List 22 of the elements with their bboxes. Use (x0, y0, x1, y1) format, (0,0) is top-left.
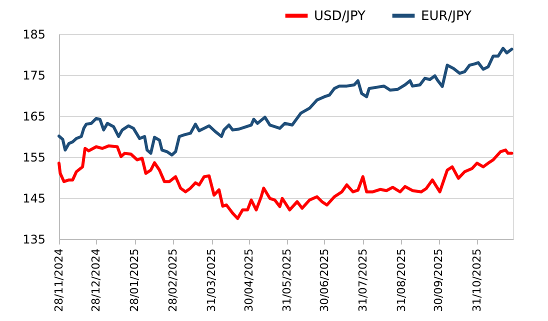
x-tick-label: 31/08/2025 (394, 248, 408, 312)
x-tick-label: 30/04/2025 (242, 248, 256, 312)
legend-label: USD/JPY (314, 8, 366, 24)
y-tick-label: 175 (22, 68, 46, 82)
x-tick-label: 30/06/2025 (318, 248, 331, 312)
x-tick-label: 30/09/2025 (432, 248, 446, 312)
y-tick-label: 165 (22, 110, 46, 124)
x-tick-label: 31/03/2025 (205, 248, 218, 312)
x-tick-label: 31/07/2025 (356, 248, 370, 312)
legend-label: EUR/JPY (421, 8, 472, 24)
x-tick-label: 31/10/2025 (470, 248, 484, 312)
y-tick-label: 145 (22, 192, 46, 206)
x-tick-label: 28/02/2025 (166, 248, 180, 312)
x-tick-label: 28/11/2024 (52, 248, 66, 312)
y-tick-label: 185 (22, 28, 46, 42)
x-tick-label: 28/12/2024 (90, 248, 103, 312)
line-series (58, 144, 514, 220)
y-tick-label: 135 (22, 232, 46, 246)
y-tick-label: 155 (22, 150, 46, 164)
x-tick-label: 31/05/2025 (280, 248, 294, 312)
x-tick-label: 28/01/2025 (128, 248, 142, 312)
line-series (58, 46, 514, 156)
